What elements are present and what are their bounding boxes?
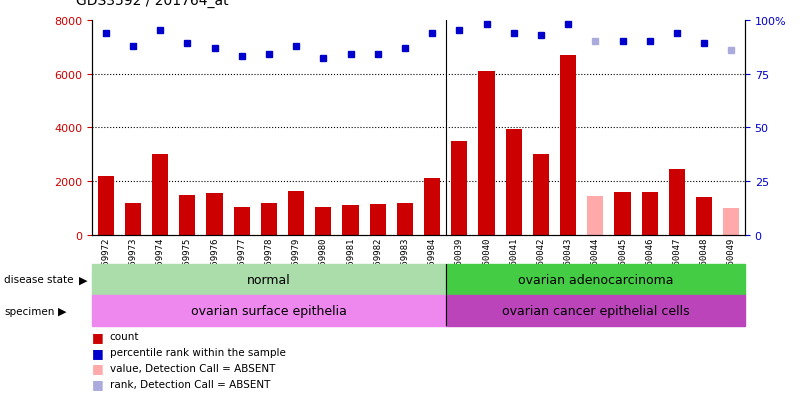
Bar [396,203,413,235]
Text: ▶: ▶ [78,275,87,285]
Bar [234,207,250,235]
Bar [315,207,332,235]
Bar [92,264,445,295]
Bar [587,197,603,235]
Text: ■: ■ [92,377,104,390]
Text: value, Detection Call = ABSENT: value, Detection Call = ABSENT [110,363,275,373]
Text: ■: ■ [92,330,104,343]
Bar [207,194,223,235]
Text: specimen: specimen [4,306,54,316]
Bar [560,55,576,235]
Text: disease state: disease state [4,275,74,285]
Bar [478,72,495,235]
Text: ovarian surface epithelia: ovarian surface epithelia [191,304,347,317]
Bar [642,192,658,235]
Bar [261,203,277,235]
Bar [342,206,359,235]
Text: ovarian cancer epithelial cells: ovarian cancer epithelial cells [501,304,689,317]
Bar [696,198,712,235]
Text: count: count [110,332,139,342]
Bar [288,191,304,235]
Text: ■: ■ [92,361,104,375]
Bar [505,129,522,235]
Text: ■: ■ [92,346,104,359]
Bar [451,141,468,235]
Bar [445,264,745,295]
Bar [723,209,739,235]
Text: normal: normal [247,273,291,286]
Text: ▶: ▶ [58,306,66,316]
Bar [152,155,168,235]
Text: ovarian adenocarcinoma: ovarian adenocarcinoma [517,273,673,286]
Bar [125,203,141,235]
Bar [424,179,441,235]
Bar [369,204,386,235]
Bar [98,176,114,235]
Bar [179,195,195,235]
Text: rank, Detection Call = ABSENT: rank, Detection Call = ABSENT [110,379,270,389]
Text: GDS3592 / 201764_at: GDS3592 / 201764_at [76,0,229,8]
Bar [445,295,745,326]
Bar [614,192,630,235]
Text: percentile rank within the sample: percentile rank within the sample [110,347,286,357]
Bar [669,170,685,235]
Bar [533,155,549,235]
Bar [92,295,445,326]
